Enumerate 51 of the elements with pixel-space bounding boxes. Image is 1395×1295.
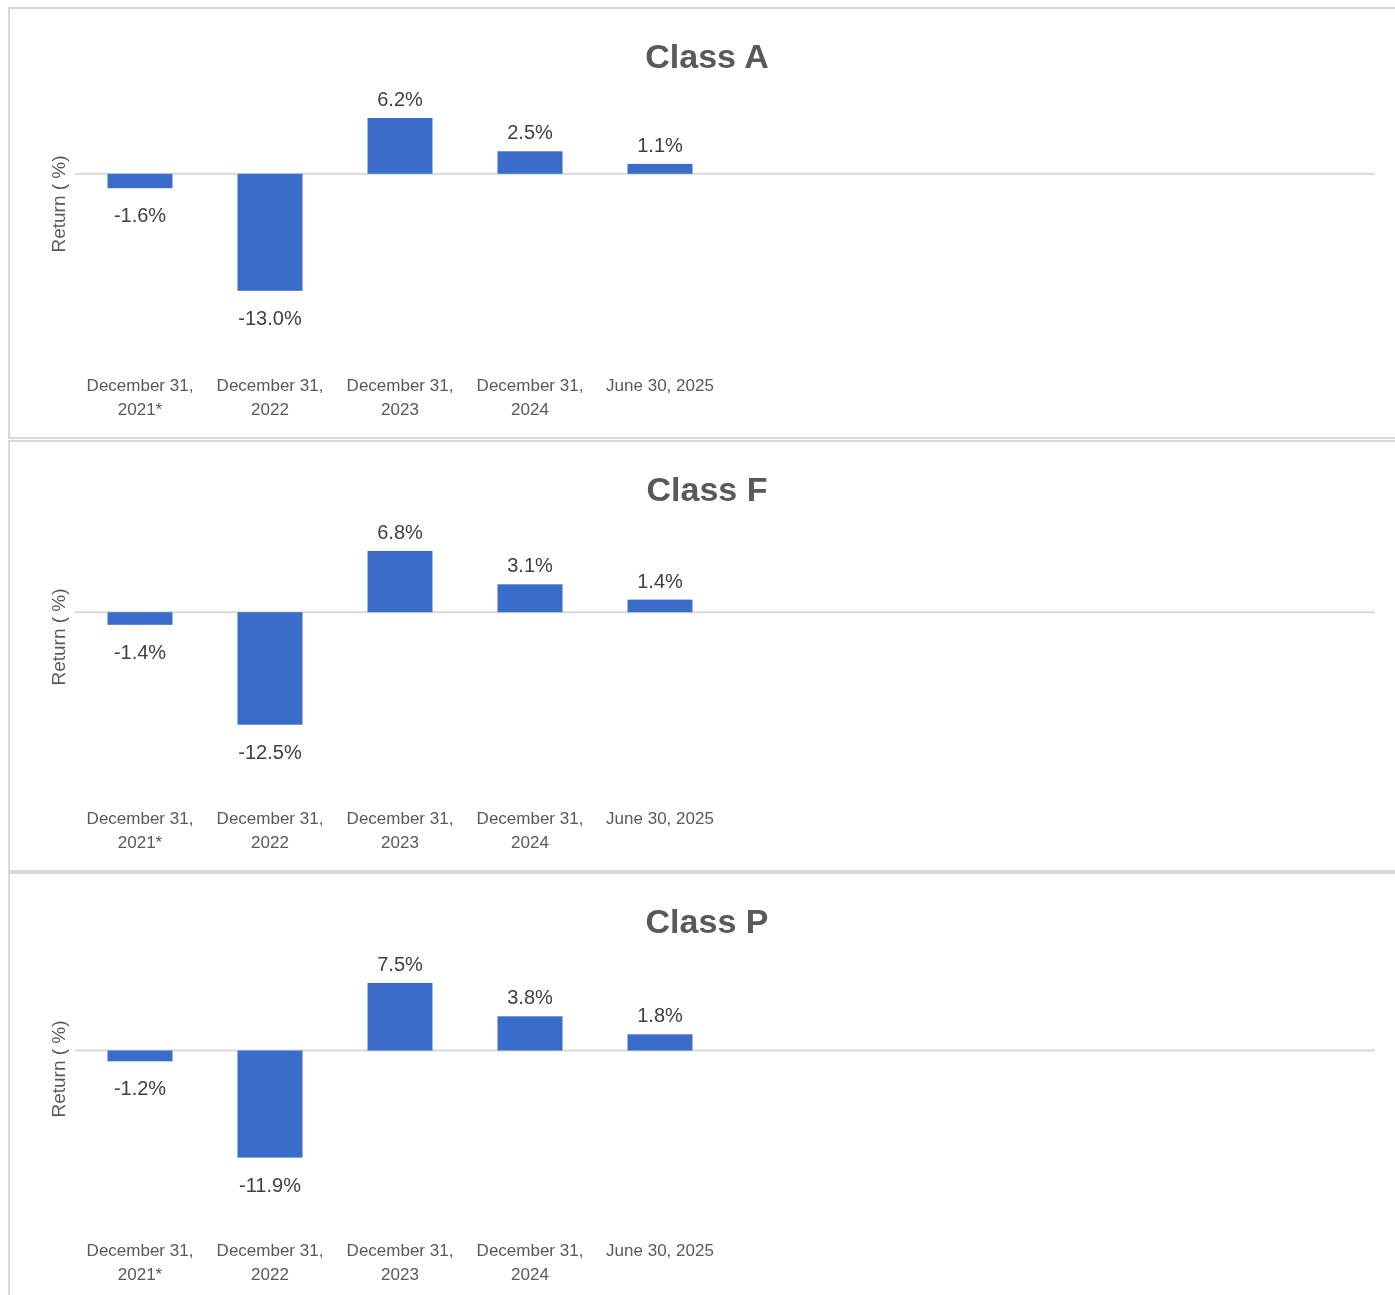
chart-title: Class F bbox=[646, 470, 768, 508]
data-label: -12.5% bbox=[238, 740, 302, 763]
bar bbox=[627, 163, 693, 174]
data-label: -11.9% bbox=[239, 1173, 302, 1196]
x-tick-label: December 31, 2022 bbox=[216, 1241, 324, 1284]
x-tick-label: December 31, 2024 bbox=[476, 376, 584, 419]
data-label: 3.1% bbox=[507, 554, 554, 577]
x-tick-label: December 31, 2024 bbox=[476, 809, 584, 852]
data-label: -1.4% bbox=[113, 640, 167, 663]
y-axis-title: Return ( %) bbox=[48, 588, 69, 686]
x-tick-label: December 31, 2023 bbox=[346, 376, 454, 419]
data-label: 3.8% bbox=[507, 986, 554, 1009]
x-tick-label: December 31, 2023 bbox=[346, 1241, 454, 1284]
bar bbox=[497, 584, 563, 613]
data-label: 1.1% bbox=[637, 133, 684, 156]
bar bbox=[107, 173, 173, 189]
x-tick-label: December 31, 2024 bbox=[476, 1241, 584, 1284]
x-tick-label: June 30, 2025 bbox=[606, 809, 714, 828]
x-tick-label: December 31, 2021* bbox=[86, 1241, 194, 1284]
bar bbox=[237, 1050, 303, 1158]
x-tick-label: June 30, 2025 bbox=[606, 376, 714, 395]
data-label: 1.8% bbox=[637, 1004, 684, 1027]
x-tick-label: December 31, 2021* bbox=[86, 809, 194, 852]
bar bbox=[627, 1034, 693, 1051]
data-label: -13.0% bbox=[238, 306, 302, 329]
y-axis-title: Return ( %) bbox=[48, 1020, 69, 1118]
data-label: 6.2% bbox=[377, 88, 424, 110]
chart-title: Class A bbox=[645, 37, 769, 75]
data-label: 6.8% bbox=[377, 521, 424, 543]
x-tick-label: December 31, 2023 bbox=[346, 809, 454, 852]
data-label: 7.5% bbox=[377, 953, 424, 975]
bar bbox=[107, 612, 173, 625]
bar bbox=[367, 983, 433, 1051]
bar bbox=[367, 551, 433, 613]
x-tick-label: June 30, 2025 bbox=[606, 1241, 714, 1260]
chart-title: Class P bbox=[645, 902, 769, 940]
data-label: 2.5% bbox=[507, 121, 554, 144]
x-tick-label: December 31, 2022 bbox=[216, 376, 324, 419]
data-label: -1.6% bbox=[113, 204, 167, 227]
y-axis-title: Return ( %) bbox=[48, 155, 69, 253]
bar bbox=[237, 612, 303, 725]
x-tick-label: December 31, 2022 bbox=[216, 809, 324, 852]
x-tick-label: December 31, 2021* bbox=[86, 376, 194, 419]
data-label: -1.2% bbox=[113, 1077, 167, 1100]
bar bbox=[497, 1016, 563, 1051]
bar bbox=[367, 118, 433, 174]
bar bbox=[627, 599, 693, 613]
bar bbox=[497, 151, 563, 174]
data-label: 1.4% bbox=[637, 569, 684, 592]
bar bbox=[107, 1050, 173, 1062]
bar bbox=[237, 173, 303, 291]
